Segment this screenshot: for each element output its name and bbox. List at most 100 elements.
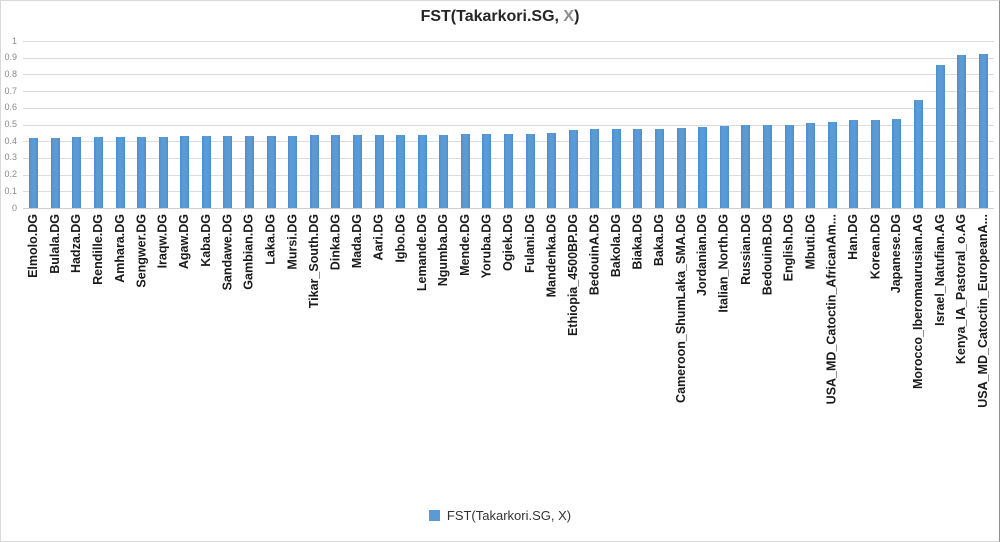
bar-slot	[282, 41, 304, 208]
bar-Baka.DG[interactable]	[655, 128, 665, 208]
bar-Tikar_South.DG[interactable]	[309, 135, 319, 208]
x-axis-label: Mandenka.DG	[544, 214, 559, 298]
y-tick-label: 0.1	[4, 185, 17, 196]
x-axis-label: Yoruba.DG	[479, 214, 494, 279]
bar-Rendille.DG[interactable]	[94, 137, 104, 208]
y-tick-label: 0.2	[4, 169, 17, 180]
bar-Sandawe.DG[interactable]	[223, 136, 233, 208]
x-label-cell: Russian.DG	[735, 214, 757, 470]
y-tick-label: 0.4	[4, 135, 17, 146]
bar-Sengwer.DG[interactable]	[137, 136, 147, 208]
bar-Italian_North.DG[interactable]	[719, 126, 729, 208]
bar-Mandenka.DG[interactable]	[547, 133, 557, 208]
bar-Gambian.DG[interactable]	[245, 135, 255, 208]
bar-slot	[433, 41, 455, 208]
x-label-cell: Baka.DG	[649, 214, 671, 470]
bar-Mada.DG[interactable]	[352, 135, 362, 208]
bar-Han.DG[interactable]	[849, 119, 859, 208]
bar-Mursi.DG[interactable]	[288, 135, 298, 208]
x-label-cell: USA_MD_Catoctin_EuropeanA...	[972, 214, 994, 470]
x-label-cell: Kenya_IA_Pastoral_o.AG	[951, 214, 973, 470]
chart-title-main: FST(Takarkori.SG,	[420, 8, 564, 25]
x-axis-label: Ethiopia_4500BP.DG	[565, 214, 580, 337]
bar-Elmolo.DG[interactable]	[29, 138, 39, 208]
bar-Kenya_IA_Pastoral_o.AG[interactable]	[957, 54, 967, 208]
x-axis-label: Ogiek.DG	[501, 214, 516, 271]
x-axis-label: Mbuti.DG	[803, 214, 818, 270]
bar-Lemande.DG[interactable]	[417, 134, 427, 208]
x-label-cell: Morocco_Iberomaurusian.AG	[908, 214, 930, 470]
y-tick-label: 0.3	[4, 152, 17, 163]
x-axis-label: Elmolo.DG	[26, 214, 41, 278]
bar-Morocco_Iberomaurusian.AG[interactable]	[913, 100, 923, 208]
x-axis-label: Gambian.DG	[242, 214, 257, 290]
bar-Mbuti.DG[interactable]	[806, 122, 816, 208]
bar-Israel_Natufian.AG[interactable]	[935, 64, 945, 208]
bar-slot	[519, 41, 541, 208]
bar-slot	[304, 41, 326, 208]
x-axis-label: BedouinB.DG	[759, 214, 774, 296]
bar-Ngumba.DG[interactable]	[439, 134, 449, 208]
bar-Iraqw.DG[interactable]	[158, 136, 168, 208]
x-label-cell: Bulala.DG	[45, 214, 67, 470]
bar-slot	[66, 41, 88, 208]
bar-Laka.DG[interactable]	[266, 135, 276, 208]
legend-label: FST(Takarkori.SG, X)	[446, 508, 572, 523]
bar-USA_MD_Catoctin_AfricanAm...[interactable]	[827, 122, 837, 208]
bar-slot	[735, 41, 757, 208]
x-label-cell: Agaw.DG	[174, 214, 196, 470]
x-label-cell: Mandenka.DG	[541, 214, 563, 470]
bar-Japanese.DG[interactable]	[892, 119, 902, 208]
plot-area	[23, 41, 994, 209]
bar-Cameroon_ShumLaka_SMA.DG[interactable]	[676, 128, 686, 208]
y-tick-label: 0.9	[4, 52, 17, 63]
bar-slot	[778, 41, 800, 208]
bar-slot	[714, 41, 736, 208]
bar-Dinka.DG[interactable]	[331, 135, 341, 208]
bar-Kaba.DG[interactable]	[201, 136, 211, 208]
bar-Jordanian.DG[interactable]	[698, 127, 708, 208]
y-tick-label: 0	[11, 202, 17, 213]
x-axis-label: Han.DG	[846, 214, 861, 260]
bar-Ethiopia_4500BP.DG[interactable]	[568, 129, 578, 208]
bar-slot	[821, 41, 843, 208]
bar-slot	[411, 41, 433, 208]
bar-Russian.DG[interactable]	[741, 125, 751, 208]
x-label-cell: Ngumba.DG	[433, 214, 455, 470]
x-axis-label: Igbo.DG	[393, 214, 408, 263]
bar-Bakola.DG[interactable]	[611, 129, 621, 208]
bar-Bulala.DG[interactable]	[50, 137, 60, 208]
bar-Igbo.DG[interactable]	[396, 135, 406, 208]
bar-Korean.DG[interactable]	[870, 119, 880, 208]
bar-Mende.DG[interactable]	[460, 134, 470, 208]
y-tick-label: 1	[11, 35, 17, 46]
x-label-cell: English.DG	[778, 214, 800, 470]
bar-slot	[800, 41, 822, 208]
bar-Biaka.DG[interactable]	[633, 129, 643, 208]
bar-Aari.DG[interactable]	[374, 135, 384, 208]
bar-slot	[692, 41, 714, 208]
gridline	[23, 74, 994, 76]
bar-Fulani.DG[interactable]	[525, 133, 535, 208]
bar-Amhara.DG[interactable]	[115, 137, 125, 208]
bar-Agaw.DG[interactable]	[180, 136, 190, 208]
x-label-cell: Sengwer.DG	[131, 214, 153, 470]
chart-title-close-paren: )	[574, 8, 580, 25]
legend-swatch-icon	[428, 510, 440, 521]
bar-English.DG[interactable]	[784, 124, 794, 208]
bar-slot	[325, 41, 347, 208]
y-axis: 1 0.9 0.8 0.7 0.6 0.5 0.4 0.3 0.2 0.1 0	[1, 36, 17, 213]
bar-slot	[972, 41, 994, 208]
x-axis-label: Laka.DG	[263, 214, 278, 265]
bar-BedouinB.DG[interactable]	[762, 125, 772, 208]
x-axis-label: Kenya_IA_Pastoral_o.AG	[954, 214, 969, 365]
bar-Hadza.DG[interactable]	[72, 137, 82, 208]
bar-Yoruba.DG[interactable]	[482, 134, 492, 208]
x-label-cell: Hadza.DG	[66, 214, 88, 470]
x-axis-label: Japanese.DG	[889, 214, 904, 294]
bar-Ogiek.DG[interactable]	[504, 133, 513, 208]
bar-USA_MD_Catoctin_EuropeanA...[interactable]	[978, 54, 988, 208]
legend[interactable]: FST(Takarkori.SG, X)	[1, 508, 999, 523]
bar-BedouinA.DG[interactable]	[590, 129, 600, 208]
bar-slot	[196, 41, 218, 208]
